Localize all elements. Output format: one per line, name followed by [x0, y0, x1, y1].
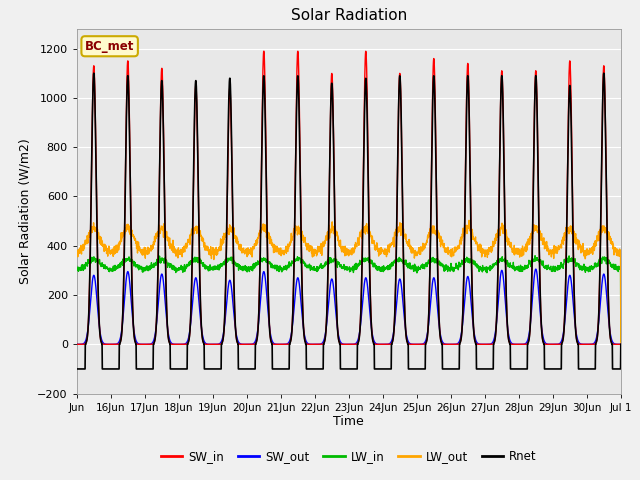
X-axis label: Time: Time: [333, 415, 364, 429]
Title: Solar Radiation: Solar Radiation: [291, 9, 407, 24]
Y-axis label: Solar Radiation (W/m2): Solar Radiation (W/m2): [19, 138, 32, 284]
Legend: SW_in, SW_out, LW_in, LW_out, Rnet: SW_in, SW_out, LW_in, LW_out, Rnet: [156, 445, 541, 468]
Text: BC_met: BC_met: [85, 40, 134, 53]
